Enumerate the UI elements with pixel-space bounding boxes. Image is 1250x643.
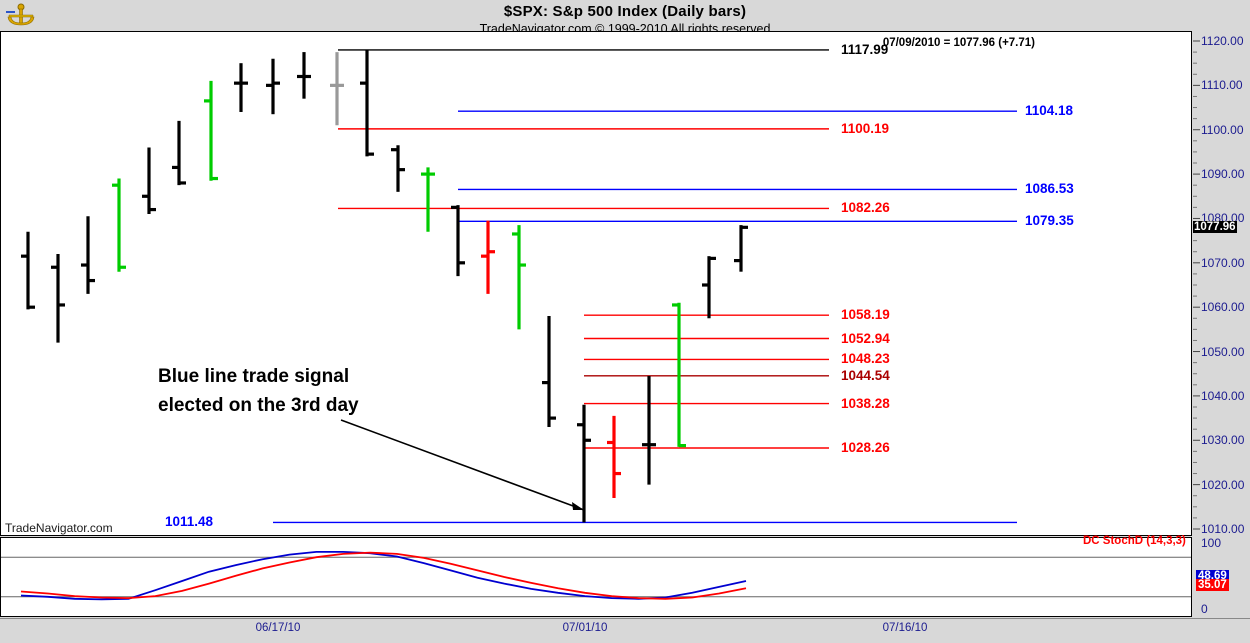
ohlc-bar[interactable] (512, 225, 526, 330)
ohlc-bar[interactable] (112, 178, 126, 272)
chart-annotation-text: Blue line trade signal elected on the 3r… (158, 362, 359, 421)
ohlc-bar[interactable] (234, 63, 248, 112)
annotation-arrow (340, 419, 585, 511)
ohlc-bar[interactable] (21, 231, 35, 310)
current-quote-readout: 07/09/2010 = 1077.96 (+7.71) (882, 37, 1035, 49)
indicator-axis-label: 100 (1201, 536, 1222, 550)
ohlc-bar[interactable] (81, 216, 95, 294)
date-axis-label: 07/01/10 (562, 622, 608, 634)
ohlc-bar[interactable] (360, 49, 374, 157)
date-axis-label: 06/17/10 (255, 622, 301, 634)
ohlc-bar[interactable] (51, 253, 65, 343)
indicator-axis-label: 0 (1201, 602, 1208, 616)
anchor-logo-icon (6, 3, 35, 26)
axis-tick-label: 1040.00 (1201, 388, 1245, 403)
ohlc-bar[interactable] (481, 220, 495, 294)
ohlc-bar[interactable] (204, 80, 218, 181)
price-chart-canvas[interactable] (1, 32, 1191, 535)
price-level-label: 1048.23 (841, 351, 890, 367)
price-level-label: 1086.53 (1025, 181, 1074, 197)
axis-tick-label: 1110.00 (1201, 78, 1243, 93)
axis-tick-label: 1120.00 (1201, 34, 1244, 48)
stochastic-canvas[interactable] (1, 538, 1191, 616)
axis-tick-label: 1090.00 (1201, 167, 1245, 182)
annotation-line-2: elected on the 3rd day (158, 395, 359, 417)
price-level-label: 1052.94 (841, 330, 890, 346)
ohlc-bar[interactable] (451, 205, 465, 277)
ohlc-bar[interactable] (577, 404, 591, 523)
ohlc-bar[interactable] (172, 120, 186, 186)
chart-header: $SPX: S&p 500 Index (Daily bars) TradeNa… (0, 0, 1250, 36)
price-level-label: 1058.19 (841, 307, 890, 323)
price-level-label: 1117.99 (841, 41, 889, 57)
indicator-line-k (20, 550, 747, 601)
stoch-d-value-badge: 35.07 (1196, 578, 1229, 591)
axis-tick-label: 1100.00 (1201, 122, 1244, 137)
ohlc-bar[interactable] (330, 52, 344, 126)
price-level-label: 1028.26 (841, 439, 890, 455)
axis-tick-label: 1010.00 (1201, 522, 1245, 536)
ohlc-bar[interactable] (142, 147, 156, 215)
axis-tick-label: 1060.00 (1201, 300, 1245, 315)
indicator-line-d (20, 551, 747, 600)
axis-tick-label: 1020.00 (1201, 477, 1245, 492)
ohlc-bar[interactable] (266, 58, 280, 115)
ohlc-bar[interactable] (391, 145, 405, 192)
axis-tick-label: 1050.00 (1201, 344, 1245, 359)
ohlc-bar[interactable] (702, 256, 716, 319)
ohlc-bar[interactable] (642, 375, 656, 485)
date-axis[interactable]: 06/17/10 07/01/10 07/16/10 (0, 618, 1250, 643)
ohlc-bar[interactable] (542, 316, 556, 427)
axis-tick-marks (1193, 40, 1200, 530)
indicator-legend-label: DC StochD (14,3,3) (1083, 535, 1186, 547)
ohlc-bar[interactable] (607, 415, 621, 498)
ohlc-bar[interactable] (672, 302, 686, 448)
price-level-label: 1082.26 (841, 200, 890, 216)
price-level-label: 1011.48 (164, 514, 213, 530)
page-title: $SPX: S&p 500 Index (Daily bars) (503, 3, 747, 20)
annotation-line-1: Blue line trade signal (158, 366, 350, 387)
axis-tick-label: 1030.00 (1201, 433, 1245, 448)
price-level-label: 1104.18 (1025, 103, 1074, 119)
stochastic-indicator-pane[interactable] (0, 537, 1192, 617)
price-level-label: 1100.19 (841, 120, 890, 136)
ohlc-bar[interactable] (734, 225, 748, 272)
watermark-label: TradeNavigator.com (5, 521, 113, 535)
axis-tick-label: 1070.00 (1201, 255, 1245, 270)
ohlc-bar[interactable] (297, 52, 311, 99)
price-level-label: 1038.28 (841, 395, 890, 411)
price-axis[interactable]: 1120.00 1110.00 1100.00 1090.00 1080.00 1070.… (1193, 31, 1250, 617)
price-level-label: 1044.54 (841, 367, 890, 383)
price-level-label: 1079.35 (1025, 213, 1074, 229)
date-axis-label: 07/16/10 (882, 622, 928, 634)
ohlc-bar[interactable] (421, 167, 435, 232)
price-chart-pane[interactable] (0, 31, 1192, 536)
current-price-marker: 1077.96 (1193, 220, 1237, 233)
